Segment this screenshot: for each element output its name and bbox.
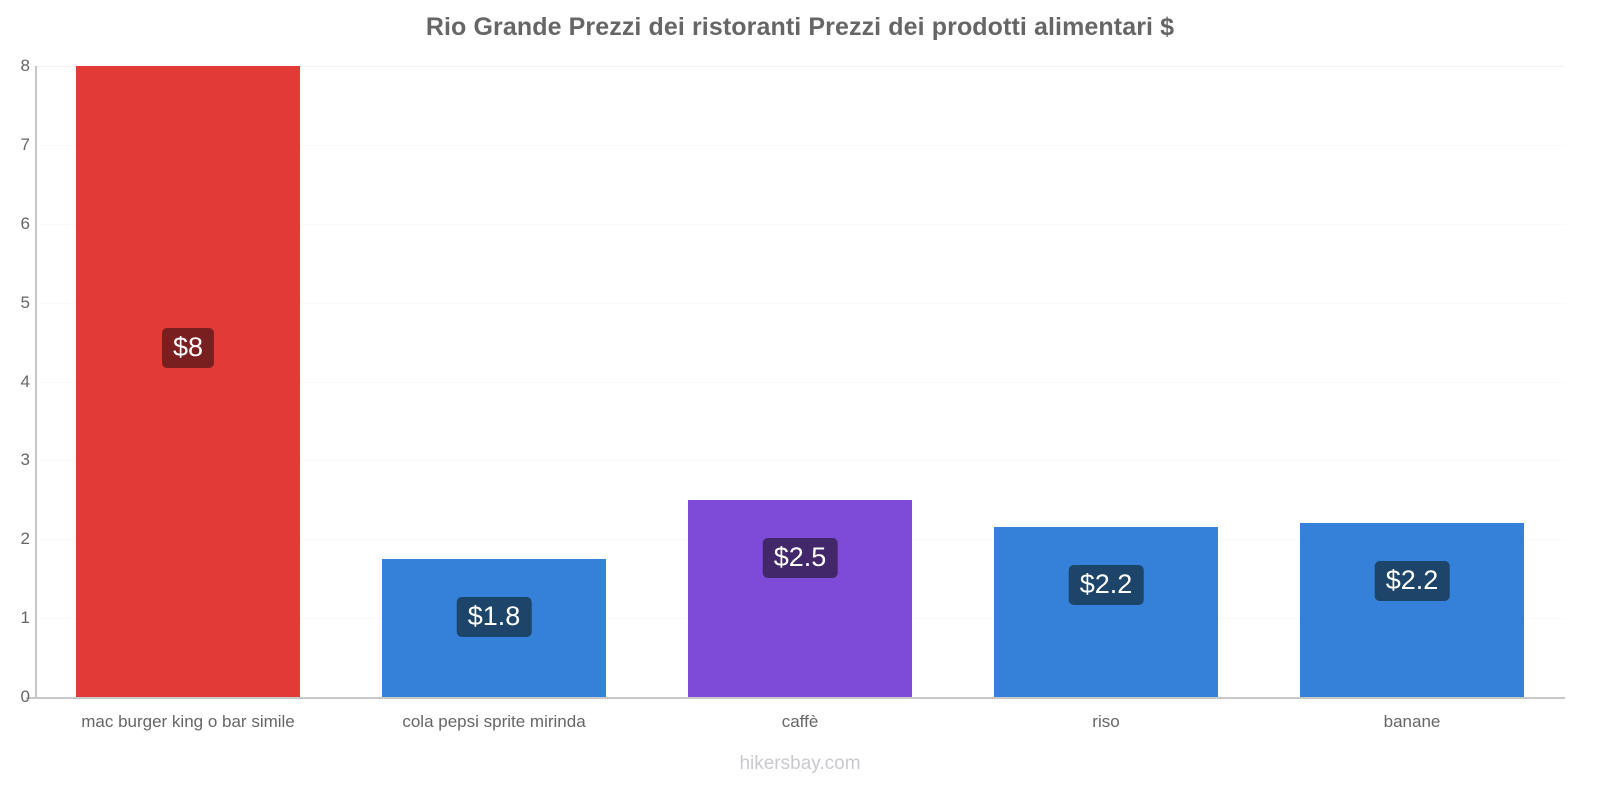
y-axis-tick-labels: 0 1 2 3 4 5 6 7 8 bbox=[0, 0, 30, 800]
x-axis-line bbox=[26, 697, 1565, 699]
y-tick-label-0: 0 bbox=[20, 687, 30, 706]
bar-value-label-3: $2.2 bbox=[1068, 565, 1144, 606]
y-axis-line bbox=[35, 66, 37, 697]
gridline-8 bbox=[35, 66, 1565, 67]
y-tick-label-2: 2 bbox=[20, 529, 30, 549]
bar-0[interactable]: $8 bbox=[76, 66, 300, 697]
x-axis-label-1: cola pepsi sprite mirinda bbox=[402, 712, 586, 731]
gridline-7 bbox=[35, 144, 1565, 146]
y-tick-label-6: 6 bbox=[20, 213, 30, 233]
watermark-hikersbay: hikersbay.com bbox=[739, 753, 861, 774]
gridline-6 bbox=[35, 223, 1565, 225]
gridline-3 bbox=[35, 460, 1565, 462]
x-axis-label-4: banane bbox=[1383, 712, 1441, 731]
y-tick-label-3: 3 bbox=[20, 450, 30, 470]
y-tick-label-8: 8 bbox=[20, 56, 30, 75]
bar-value-label-0: $8 bbox=[161, 328, 215, 369]
bar-value-label-4: $2.2 bbox=[1374, 561, 1450, 602]
bar-3[interactable]: $2.2 bbox=[994, 527, 1218, 697]
bar-value-label-1: $1.8 bbox=[456, 597, 532, 638]
x-axis-label-0: mac burger king o bar simile bbox=[81, 712, 295, 731]
bar-value-label-2: $2.5 bbox=[762, 538, 838, 579]
y-tick-label-5: 5 bbox=[20, 292, 30, 312]
y-tick-label-7: 7 bbox=[20, 134, 30, 154]
x-axis-label-3: riso bbox=[1092, 712, 1120, 731]
y-tick-label-1: 1 bbox=[20, 608, 30, 628]
chart-title: Rio Grande Prezzi dei ristoranti Prezzi … bbox=[425, 13, 1175, 41]
bar-4[interactable]: $2.2 bbox=[1300, 523, 1524, 697]
bar-1[interactable]: $1.8 bbox=[382, 559, 606, 697]
gridline-4 bbox=[35, 381, 1565, 383]
bar-2[interactable]: $2.5 bbox=[688, 500, 912, 697]
x-axis-label-2: caffè bbox=[781, 712, 819, 731]
y-tick-label-4: 4 bbox=[20, 371, 30, 391]
gridline-5 bbox=[35, 302, 1565, 304]
